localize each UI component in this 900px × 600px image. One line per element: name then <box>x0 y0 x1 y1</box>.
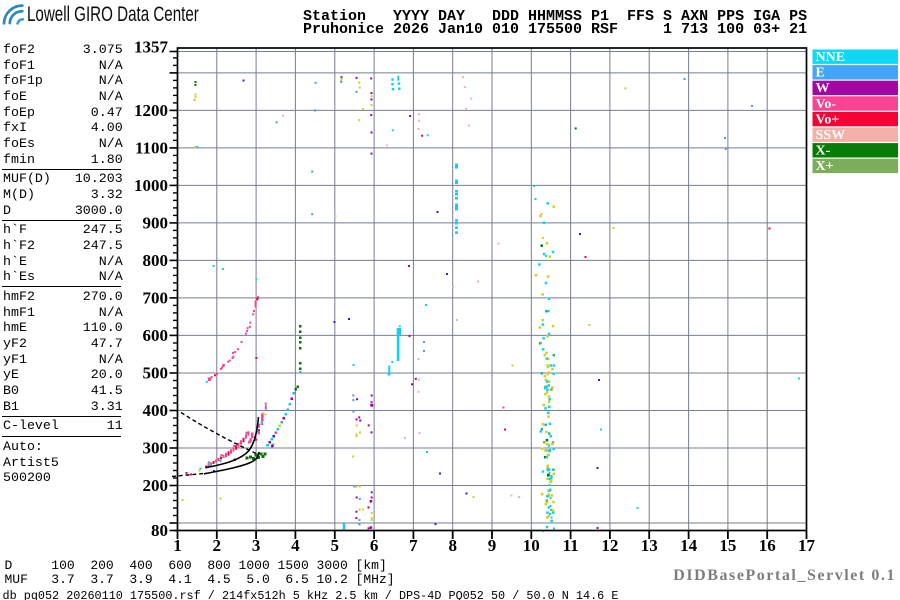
svg-text:6: 6 <box>370 536 379 555</box>
svg-text:Vo-: Vo- <box>816 97 837 112</box>
svg-text:13: 13 <box>641 536 658 555</box>
svg-text:SSW: SSW <box>816 128 846 143</box>
svg-text:12: 12 <box>601 536 618 555</box>
svg-text:8: 8 <box>448 536 457 555</box>
svg-text:400: 400 <box>143 401 169 420</box>
svg-text:800: 800 <box>143 251 169 270</box>
svg-text:7: 7 <box>409 536 418 555</box>
svg-text:1000: 1000 <box>134 176 168 195</box>
svg-text:X+: X+ <box>816 159 834 174</box>
svg-text:W: W <box>816 81 830 96</box>
svg-text:E: E <box>816 66 825 81</box>
svg-text:1100: 1100 <box>135 138 168 157</box>
svg-text:300: 300 <box>143 439 169 458</box>
svg-text:11: 11 <box>563 536 579 555</box>
svg-text:2: 2 <box>213 536 222 555</box>
svg-text:X-: X- <box>816 144 831 159</box>
svg-text:4: 4 <box>291 536 300 555</box>
svg-text:200: 200 <box>143 476 169 495</box>
svg-text:14: 14 <box>680 536 698 555</box>
svg-text:17: 17 <box>798 536 816 555</box>
svg-text:Vo+: Vo+ <box>816 112 840 127</box>
svg-text:500: 500 <box>143 364 169 383</box>
svg-text:1200: 1200 <box>134 101 168 120</box>
svg-text:1357: 1357 <box>134 38 169 57</box>
svg-text:3: 3 <box>252 536 261 555</box>
svg-text:NNE: NNE <box>816 50 846 65</box>
svg-text:80: 80 <box>151 521 168 540</box>
svg-text:700: 700 <box>143 288 169 307</box>
svg-text:16: 16 <box>759 536 776 555</box>
svg-text:15: 15 <box>719 536 736 555</box>
svg-text:900: 900 <box>143 213 169 232</box>
svg-text:5: 5 <box>331 536 340 555</box>
svg-text:10: 10 <box>523 536 540 555</box>
svg-text:600: 600 <box>143 326 169 345</box>
svg-text:9: 9 <box>488 536 497 555</box>
svg-text:1: 1 <box>173 536 182 555</box>
